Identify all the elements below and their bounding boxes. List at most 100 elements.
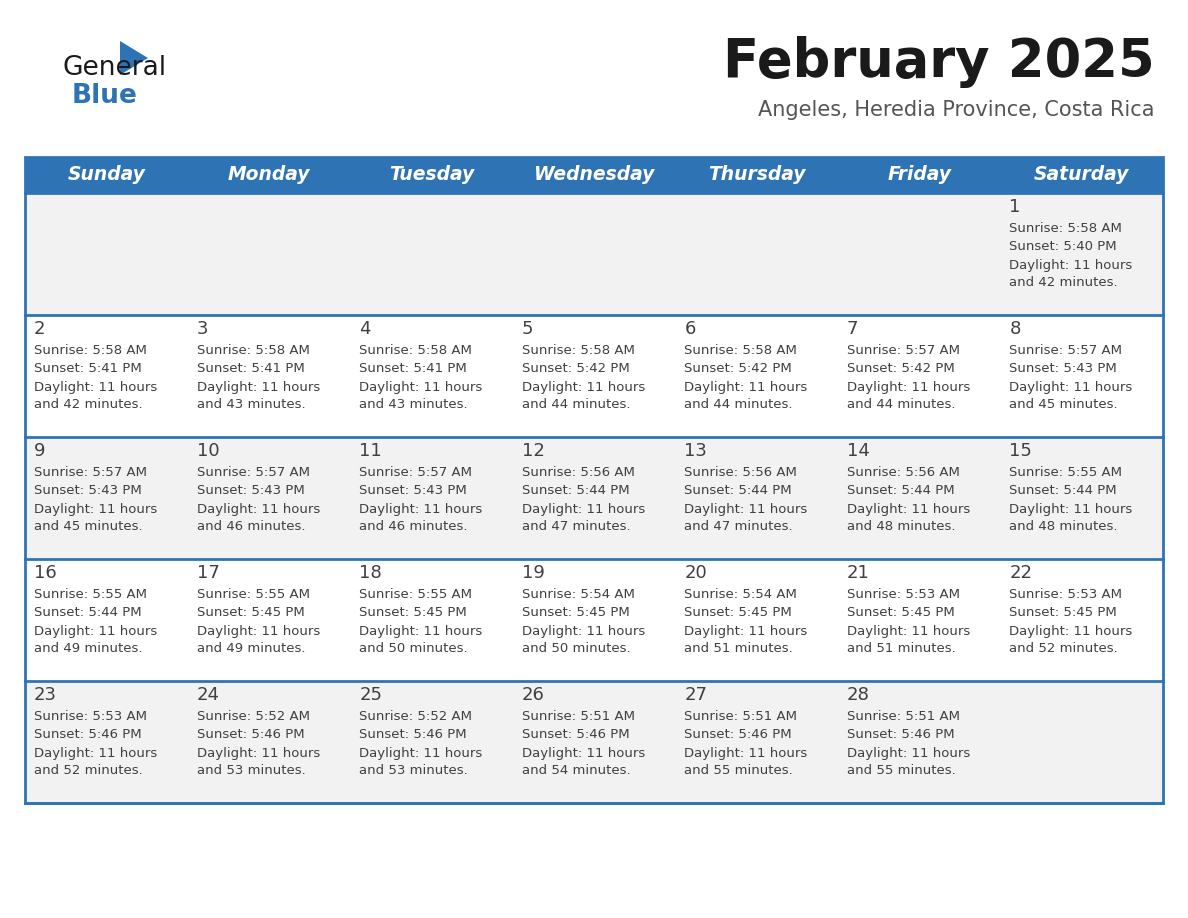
Text: and 49 minutes.: and 49 minutes.	[34, 643, 143, 655]
Text: Sunrise: 5:58 AM: Sunrise: 5:58 AM	[359, 344, 472, 357]
Text: and 44 minutes.: and 44 minutes.	[522, 398, 630, 411]
Text: 11: 11	[359, 442, 381, 460]
Text: and 51 minutes.: and 51 minutes.	[847, 643, 955, 655]
Text: Sunset: 5:43 PM: Sunset: 5:43 PM	[34, 485, 141, 498]
Text: 10: 10	[196, 442, 220, 460]
Text: and 52 minutes.: and 52 minutes.	[1010, 643, 1118, 655]
Text: Angeles, Heredia Province, Costa Rica: Angeles, Heredia Province, Costa Rica	[758, 100, 1155, 120]
Text: Sunrise: 5:55 AM: Sunrise: 5:55 AM	[196, 588, 310, 601]
Text: Daylight: 11 hours: Daylight: 11 hours	[847, 746, 971, 759]
Text: and 47 minutes.: and 47 minutes.	[522, 521, 631, 533]
Text: 5: 5	[522, 320, 533, 338]
Text: Sunrise: 5:55 AM: Sunrise: 5:55 AM	[34, 588, 147, 601]
Text: Sunrise: 5:51 AM: Sunrise: 5:51 AM	[684, 711, 797, 723]
Text: Sunset: 5:43 PM: Sunset: 5:43 PM	[359, 485, 467, 498]
Text: Sunset: 5:45 PM: Sunset: 5:45 PM	[684, 607, 792, 620]
Text: Sunset: 5:46 PM: Sunset: 5:46 PM	[684, 729, 792, 742]
Text: and 55 minutes.: and 55 minutes.	[684, 765, 794, 778]
Text: 19: 19	[522, 564, 544, 582]
Text: Sunset: 5:43 PM: Sunset: 5:43 PM	[1010, 363, 1117, 375]
Text: and 53 minutes.: and 53 minutes.	[196, 765, 305, 778]
Text: and 46 minutes.: and 46 minutes.	[196, 521, 305, 533]
Bar	[25, 157, 1163, 803]
Polygon shape	[120, 41, 148, 75]
Text: and 43 minutes.: and 43 minutes.	[196, 398, 305, 411]
Text: Sunset: 5:45 PM: Sunset: 5:45 PM	[1010, 607, 1117, 620]
Text: 6: 6	[684, 320, 696, 338]
Text: Sunrise: 5:51 AM: Sunrise: 5:51 AM	[847, 711, 960, 723]
Text: Sunrise: 5:53 AM: Sunrise: 5:53 AM	[34, 711, 147, 723]
Text: Saturday: Saturday	[1034, 165, 1130, 185]
Text: Sunrise: 5:53 AM: Sunrise: 5:53 AM	[847, 588, 960, 601]
Text: Sunrise: 5:58 AM: Sunrise: 5:58 AM	[684, 344, 797, 357]
Text: Sunrise: 5:56 AM: Sunrise: 5:56 AM	[684, 466, 797, 479]
Text: Daylight: 11 hours: Daylight: 11 hours	[522, 746, 645, 759]
Text: and 45 minutes.: and 45 minutes.	[34, 521, 143, 533]
Text: Daylight: 11 hours: Daylight: 11 hours	[1010, 624, 1132, 637]
Text: 17: 17	[196, 564, 220, 582]
Text: Sunrise: 5:58 AM: Sunrise: 5:58 AM	[1010, 222, 1123, 236]
Text: 26: 26	[522, 686, 544, 704]
Bar	[25, 193, 1163, 315]
Text: 13: 13	[684, 442, 707, 460]
Text: Daylight: 11 hours: Daylight: 11 hours	[34, 624, 157, 637]
Text: 4: 4	[359, 320, 371, 338]
Text: Daylight: 11 hours: Daylight: 11 hours	[522, 624, 645, 637]
Text: Daylight: 11 hours: Daylight: 11 hours	[1010, 259, 1132, 272]
Text: Sunset: 5:41 PM: Sunset: 5:41 PM	[196, 363, 304, 375]
Text: and 48 minutes.: and 48 minutes.	[847, 521, 955, 533]
Text: Sunrise: 5:51 AM: Sunrise: 5:51 AM	[522, 711, 634, 723]
Text: Daylight: 11 hours: Daylight: 11 hours	[522, 502, 645, 516]
Text: February 2025: February 2025	[723, 36, 1155, 88]
Text: Sunrise: 5:56 AM: Sunrise: 5:56 AM	[522, 466, 634, 479]
Text: 21: 21	[847, 564, 870, 582]
Text: Daylight: 11 hours: Daylight: 11 hours	[847, 502, 971, 516]
Text: 1: 1	[1010, 198, 1020, 216]
Text: Thursday: Thursday	[708, 165, 805, 185]
Text: Sunset: 5:42 PM: Sunset: 5:42 PM	[847, 363, 955, 375]
Text: 7: 7	[847, 320, 859, 338]
Text: Daylight: 11 hours: Daylight: 11 hours	[1010, 380, 1132, 394]
Text: Daylight: 11 hours: Daylight: 11 hours	[34, 746, 157, 759]
Text: 27: 27	[684, 686, 707, 704]
Text: Sunrise: 5:55 AM: Sunrise: 5:55 AM	[1010, 466, 1123, 479]
Text: Sunset: 5:46 PM: Sunset: 5:46 PM	[34, 729, 141, 742]
Text: Daylight: 11 hours: Daylight: 11 hours	[196, 380, 320, 394]
Text: Sunrise: 5:57 AM: Sunrise: 5:57 AM	[1010, 344, 1123, 357]
Text: 15: 15	[1010, 442, 1032, 460]
Text: Daylight: 11 hours: Daylight: 11 hours	[1010, 502, 1132, 516]
Text: Daylight: 11 hours: Daylight: 11 hours	[359, 624, 482, 637]
Text: 23: 23	[34, 686, 57, 704]
Text: Sunset: 5:46 PM: Sunset: 5:46 PM	[359, 729, 467, 742]
Text: Wednesday: Wednesday	[533, 165, 655, 185]
Text: 25: 25	[359, 686, 383, 704]
Text: Sunrise: 5:54 AM: Sunrise: 5:54 AM	[684, 588, 797, 601]
Text: Blue: Blue	[72, 83, 138, 109]
Text: Sunset: 5:44 PM: Sunset: 5:44 PM	[847, 485, 954, 498]
Bar	[25, 157, 1163, 193]
Text: Sunrise: 5:56 AM: Sunrise: 5:56 AM	[847, 466, 960, 479]
Text: Friday: Friday	[887, 165, 952, 185]
Text: and 54 minutes.: and 54 minutes.	[522, 765, 631, 778]
Text: Daylight: 11 hours: Daylight: 11 hours	[847, 624, 971, 637]
Text: 14: 14	[847, 442, 870, 460]
Text: 8: 8	[1010, 320, 1020, 338]
Text: and 42 minutes.: and 42 minutes.	[34, 398, 143, 411]
Text: 22: 22	[1010, 564, 1032, 582]
Text: Sunset: 5:44 PM: Sunset: 5:44 PM	[522, 485, 630, 498]
Bar	[25, 681, 1163, 803]
Text: Daylight: 11 hours: Daylight: 11 hours	[359, 502, 482, 516]
Text: Daylight: 11 hours: Daylight: 11 hours	[847, 380, 971, 394]
Text: Sunrise: 5:53 AM: Sunrise: 5:53 AM	[1010, 588, 1123, 601]
Text: Sunset: 5:46 PM: Sunset: 5:46 PM	[522, 729, 630, 742]
Text: Daylight: 11 hours: Daylight: 11 hours	[522, 380, 645, 394]
Text: Daylight: 11 hours: Daylight: 11 hours	[684, 746, 808, 759]
Text: 3: 3	[196, 320, 208, 338]
Text: Sunrise: 5:57 AM: Sunrise: 5:57 AM	[359, 466, 472, 479]
Text: Daylight: 11 hours: Daylight: 11 hours	[196, 624, 320, 637]
Text: Sunrise: 5:52 AM: Sunrise: 5:52 AM	[196, 711, 310, 723]
Text: and 52 minutes.: and 52 minutes.	[34, 765, 143, 778]
Text: Daylight: 11 hours: Daylight: 11 hours	[196, 746, 320, 759]
Text: Tuesday: Tuesday	[388, 165, 474, 185]
Text: 16: 16	[34, 564, 57, 582]
